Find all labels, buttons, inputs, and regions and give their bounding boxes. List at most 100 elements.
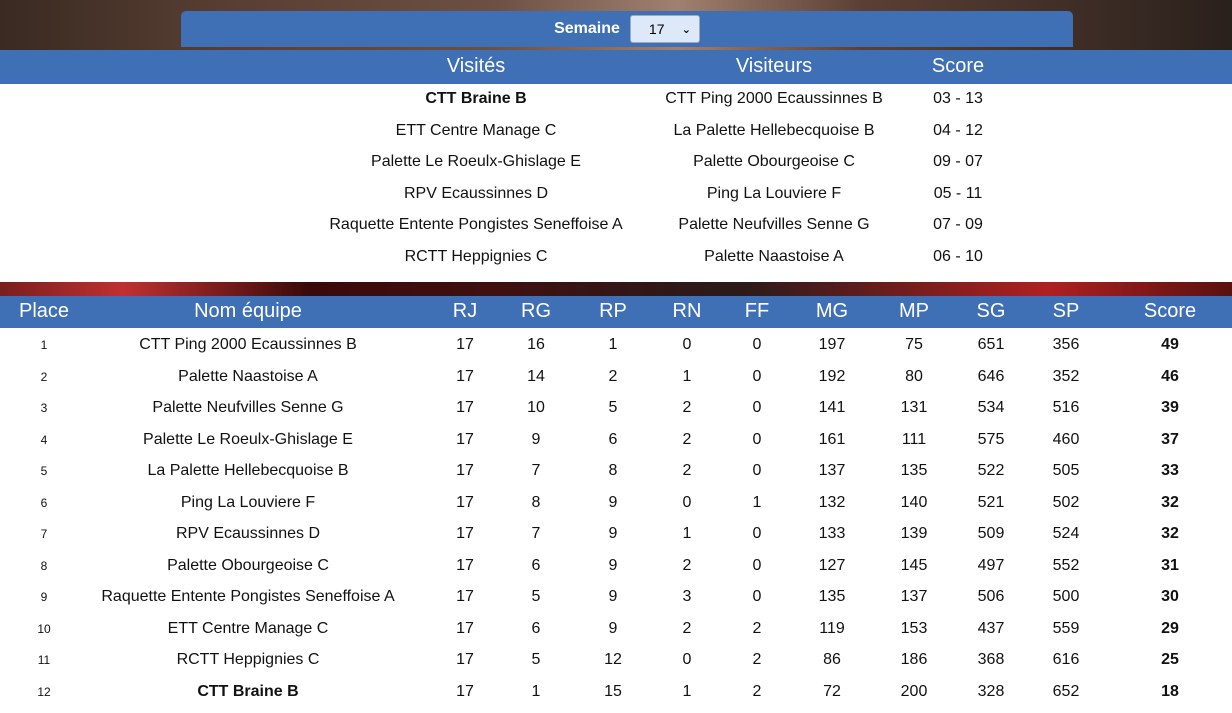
sp-cell: 500 xyxy=(1052,588,1080,605)
sg-cell: 651 xyxy=(977,336,1005,353)
rg-cell: 7 xyxy=(531,462,541,479)
ff-cell: 0 xyxy=(752,462,762,479)
matches-table-body: CTT Braine B CTT Ping 2000 Ecaussinnes B 0… xyxy=(0,84,1232,282)
week-select[interactable]: 17 ⌄ xyxy=(629,15,700,43)
mg-cell: 127 xyxy=(818,556,846,574)
match-row: Raquette Entente Pongistes Seneffoise A P… xyxy=(0,210,1232,241)
rn-cell: 2 xyxy=(682,556,692,574)
rg-cell: 1 xyxy=(531,682,541,700)
ff-cell: 2 xyxy=(752,619,762,637)
rj-cell: 17 xyxy=(456,462,474,479)
score-cell: 29 xyxy=(1161,619,1179,637)
rp-cell: 15 xyxy=(604,682,622,700)
ff-cell: 0 xyxy=(752,430,762,448)
rank-cell: 12 xyxy=(37,684,51,699)
standings-row: 1 CTT Ping 2000 Ecaussinnes B 17 16 1 0 0 197 75… xyxy=(0,328,1232,359)
rn-cell: 2 xyxy=(682,462,692,479)
header-match-score: Score xyxy=(931,55,985,77)
week-selector-bar: Semaine 17 ⌄ xyxy=(181,11,1073,47)
rg-cell: 8 xyxy=(531,493,541,511)
rj-cell: 17 xyxy=(456,430,474,448)
sp-cell: 460 xyxy=(1052,430,1080,448)
header-rp: RP xyxy=(599,300,627,322)
match-home-team: CTT Braine B xyxy=(425,90,527,107)
rg-cell: 6 xyxy=(531,556,541,574)
rn-cell: 1 xyxy=(682,682,692,700)
standings-row: 8 Palette Obourgeoise C 17 6 9 2 0 127 145 497 552… xyxy=(0,549,1232,580)
ff-cell: 0 xyxy=(752,588,762,605)
header-sp: SP xyxy=(1052,300,1080,322)
rank-cell: 1 xyxy=(40,338,48,352)
rj-cell: 17 xyxy=(456,336,474,353)
standings-row: 11 RCTT Heppignies C 17 5 12 0 2 86 186 368 616 25 xyxy=(0,643,1232,674)
match-away-team: Palette Naastoise A xyxy=(704,248,844,265)
header-team-name: Nom équipe xyxy=(194,300,302,322)
team-name-cell: Palette Neufvilles Senne G xyxy=(152,399,344,416)
match-away-team: Palette Neufvilles Senne G xyxy=(678,216,870,233)
rj-cell: 17 xyxy=(456,399,474,416)
standings-row: 9 Raquette Entente Pongistes Seneffoise A… xyxy=(0,580,1232,611)
score-cell: 37 xyxy=(1161,430,1179,448)
sg-cell: 368 xyxy=(977,651,1005,668)
header-ff: FF xyxy=(744,300,770,322)
mp-cell: 131 xyxy=(900,399,928,416)
rp-cell: 8 xyxy=(608,462,618,479)
team-name-cell: Palette Le Roeulx-Ghislage E xyxy=(143,430,353,448)
standings-row: 10 ETT Centre Manage C 17 6 9 2 2 119 153 437 559 2… xyxy=(0,612,1232,643)
rp-cell: 9 xyxy=(608,493,618,511)
team-name-cell: CTT Ping 2000 Ecaussinnes B xyxy=(139,336,357,353)
mg-cell: 141 xyxy=(818,399,846,416)
match-score: 06 - 10 xyxy=(933,248,983,265)
sg-cell: 575 xyxy=(977,430,1005,448)
background-banner-middle xyxy=(0,282,1232,296)
sg-cell: 646 xyxy=(977,367,1005,385)
rp-cell: 9 xyxy=(608,525,618,542)
match-away-team: La Palette Hellebecquoise B xyxy=(673,122,875,139)
ff-cell: 2 xyxy=(752,682,762,700)
team-name-cell: RCTT Heppignies C xyxy=(176,651,320,668)
rank-cell: 7 xyxy=(40,527,48,541)
team-name-cell: Palette Obourgeoise C xyxy=(167,556,329,574)
rank-cell: 5 xyxy=(40,464,48,478)
sp-cell: 502 xyxy=(1052,493,1080,511)
rp-cell: 2 xyxy=(608,367,618,385)
team-name-cell: Palette Naastoise A xyxy=(178,367,318,385)
sp-cell: 652 xyxy=(1052,682,1080,700)
match-away-team: Palette Obourgeoise C xyxy=(693,153,855,170)
score-cell: 39 xyxy=(1161,399,1179,416)
rp-cell: 1 xyxy=(608,336,618,353)
header-rj: RJ xyxy=(452,300,478,322)
rn-cell: 2 xyxy=(682,399,692,416)
mg-cell: 86 xyxy=(823,651,841,668)
sg-cell: 328 xyxy=(977,682,1005,700)
match-home-team: Raquette Entente Pongistes Seneffoise A xyxy=(329,216,623,233)
team-name-cell: RPV Ecaussinnes D xyxy=(175,525,321,542)
rank-cell: 3 xyxy=(40,401,48,415)
mp-cell: 80 xyxy=(905,367,923,385)
header-sg: SG xyxy=(976,300,1006,322)
match-home-team: RPV Ecaussinnes D xyxy=(403,185,549,202)
mg-cell: 137 xyxy=(818,462,846,479)
standings-row: 7 RPV Ecaussinnes D 17 7 9 1 0 133 139 509 524 32 xyxy=(0,517,1232,548)
standings-row: 12 CTT Braine B 17 1 15 1 2 72 200 328 652 18 xyxy=(0,675,1232,706)
ff-cell: 2 xyxy=(752,651,762,668)
sp-cell: 559 xyxy=(1052,619,1080,637)
rp-cell: 9 xyxy=(608,588,618,605)
ff-cell: 0 xyxy=(752,525,762,542)
score-cell: 25 xyxy=(1161,651,1179,668)
mp-cell: 153 xyxy=(900,619,928,637)
header-home: Visités xyxy=(446,55,506,77)
sg-cell: 497 xyxy=(977,556,1005,574)
score-cell: 31 xyxy=(1161,556,1179,574)
sp-cell: 505 xyxy=(1052,462,1080,479)
rank-cell: 11 xyxy=(37,653,51,667)
rn-cell: 1 xyxy=(682,367,692,385)
rp-cell: 9 xyxy=(608,556,618,574)
mg-cell: 119 xyxy=(819,619,845,637)
mg-cell: 132 xyxy=(818,493,846,511)
mp-cell: 139 xyxy=(900,525,928,542)
match-score: 03 - 13 xyxy=(933,90,983,107)
sp-cell: 552 xyxy=(1052,556,1080,574)
sg-cell: 509 xyxy=(977,525,1005,542)
score-cell: 49 xyxy=(1161,336,1179,353)
